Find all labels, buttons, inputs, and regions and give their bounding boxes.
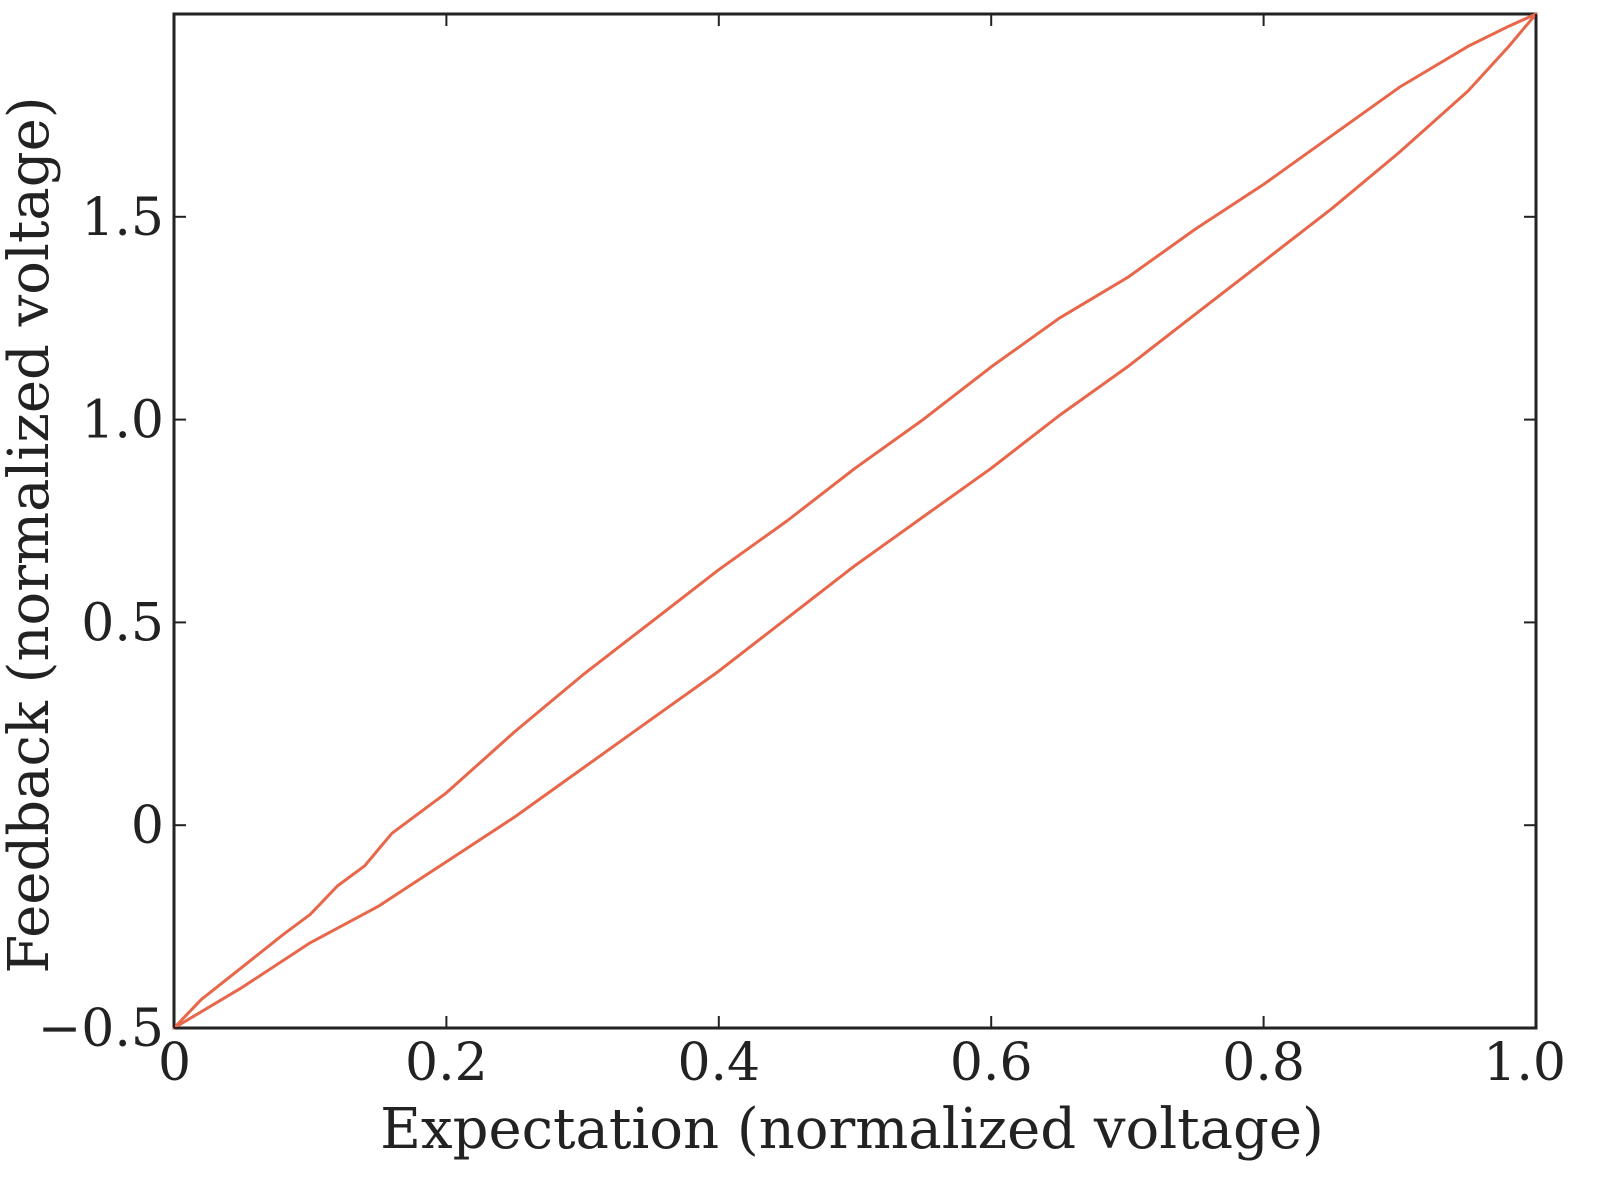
y-tick-label: 0 xyxy=(131,796,164,856)
y-axis: −0.5 0 0.5 1.0 1.5 xyxy=(38,188,1536,1059)
y-tick-label: −0.5 xyxy=(38,999,164,1059)
x-tick-label: 0.6 xyxy=(950,1033,1033,1093)
y-axis-label: Feedback (normalized voltage) xyxy=(0,96,62,973)
x-tick-label: 0.8 xyxy=(1222,1033,1305,1093)
plot-area xyxy=(172,12,1538,1030)
x-axis: 0 0.2 0.4 0.6 0.8 1.0 xyxy=(158,14,1566,1093)
y-tick-label: 0.5 xyxy=(81,593,164,653)
x-tick-label: 0.2 xyxy=(405,1033,488,1093)
x-axis-label: Expectation (normalized voltage) xyxy=(380,1097,1324,1162)
plot-frame xyxy=(172,12,1538,1030)
series-line-1 xyxy=(172,12,1538,1030)
series-line-2 xyxy=(172,12,1538,1030)
x-tick-label: 0 xyxy=(158,1033,191,1093)
x-tick-label: 0.4 xyxy=(677,1033,760,1093)
y-tick-label: 1.0 xyxy=(81,391,164,451)
x-tick-label: 1.0 xyxy=(1483,1033,1566,1093)
y-tick-label: 1.5 xyxy=(81,188,164,248)
series-layer xyxy=(172,12,1538,1030)
